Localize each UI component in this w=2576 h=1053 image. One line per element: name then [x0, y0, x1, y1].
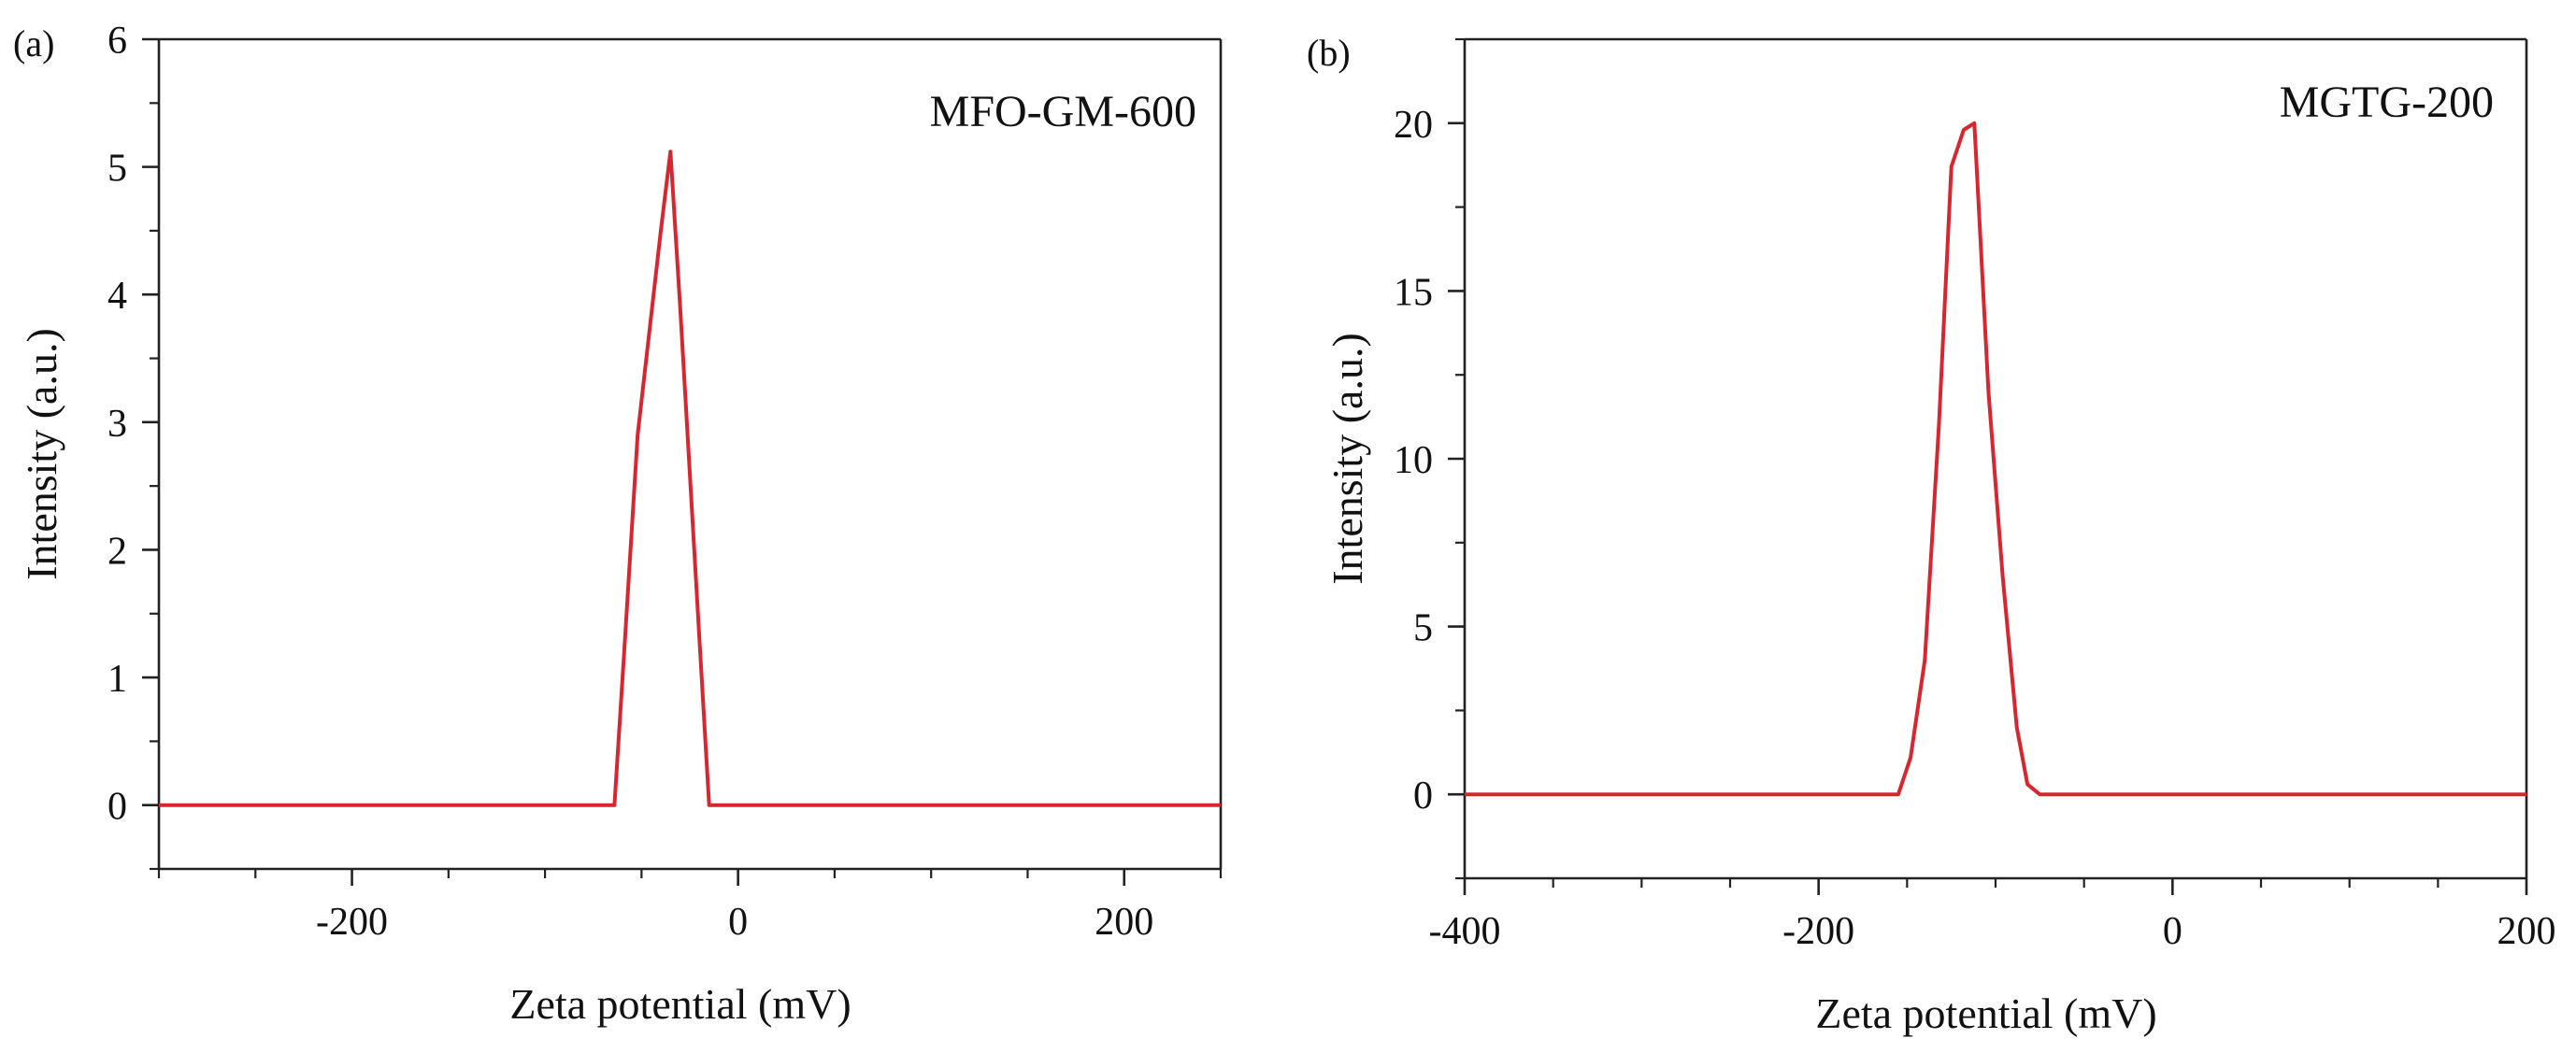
x-tick-label: -200 [1782, 910, 1854, 953]
sample-annotation: MFO-GM-600 [930, 87, 1196, 136]
y-tick-label: 4 [107, 275, 127, 318]
panel-label: (b) [1307, 32, 1351, 74]
y-tick-label: 20 [1394, 104, 1433, 147]
x-tick-label: 200 [2497, 910, 2556, 953]
x-tick-label: 200 [1095, 901, 1153, 944]
y-tick-label: 15 [1394, 271, 1433, 314]
y-tick-label: 10 [1394, 439, 1433, 482]
y-tick-label: 5 [107, 148, 127, 191]
y-tick-label: 2 [107, 530, 127, 573]
x-axis-title: Zeta potential (mV) [509, 980, 851, 1028]
x-tick-label: -400 [1429, 910, 1501, 953]
x-axis-title: Zeta potential (mV) [1815, 989, 2156, 1037]
y-tick-label: 5 [1413, 607, 1433, 650]
chart-panel-1: -400 -200 0 200 0 5 10 15 20 Zeta potential (mV) I… [1307, 32, 2556, 1037]
y-tick-label: 3 [107, 403, 127, 446]
sample-annotation: MGTG-200 [2280, 78, 2494, 127]
y-tick-label: 0 [107, 786, 127, 829]
y-tick-label: 6 [107, 20, 127, 63]
y-axis-title: Intensity (a.u.) [1324, 333, 1371, 585]
x-tick-label: 0 [728, 901, 748, 944]
y-tick-label: 0 [1413, 775, 1433, 818]
y-axis-title: Intensity (a.u.) [18, 328, 65, 580]
panel-label: (a) [13, 22, 54, 64]
chart-panel-0: -200 0 200 0 1 2 3 4 5 6 Zeta potential (mV) Intens… [13, 20, 1223, 1028]
x-tick-label: -200 [316, 901, 388, 944]
y-tick-label: 1 [107, 658, 127, 701]
series-line-0 [159, 149, 1221, 807]
x-tick-label: 0 [2163, 910, 2182, 953]
series-line-0 [1465, 121, 2526, 797]
